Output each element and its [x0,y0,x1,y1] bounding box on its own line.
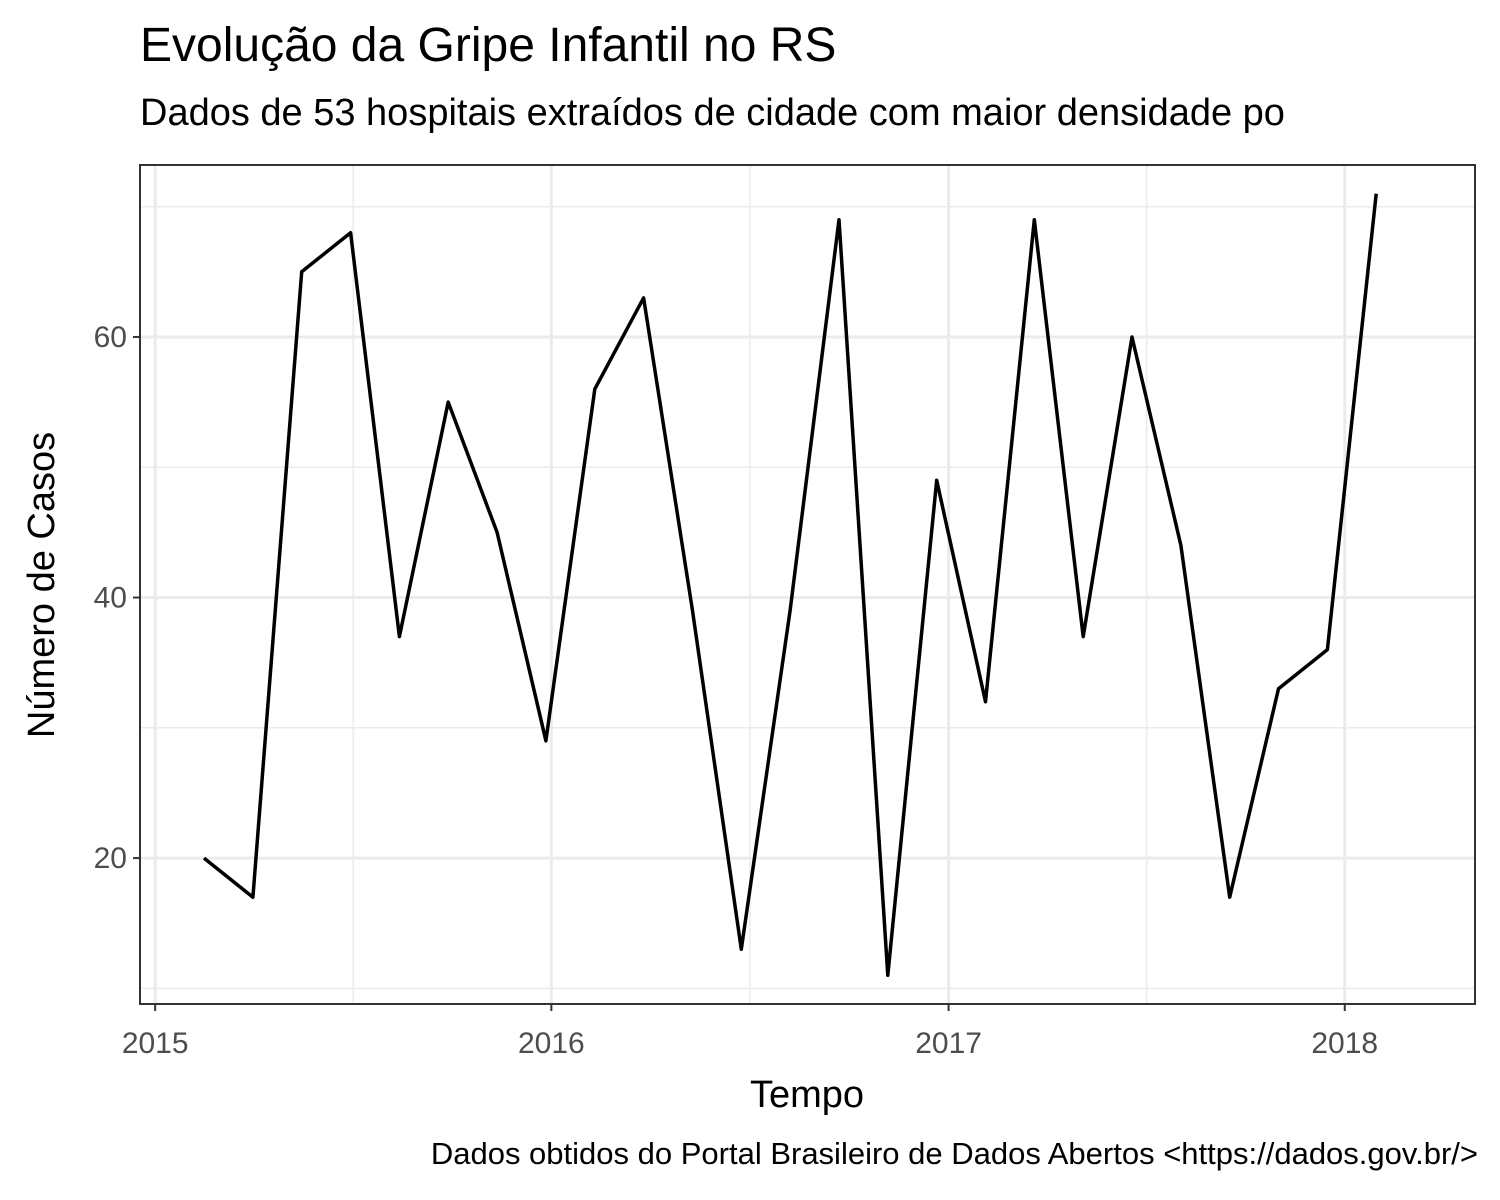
x-tick-label: 2016 [518,1027,585,1060]
plot-panel [140,165,1475,1004]
x-tick-label: 2017 [915,1027,982,1060]
y-tick-label: 20 [94,842,127,875]
axis-ticks: 20 40 60 2015 2016 2017 2018 [94,321,1379,1060]
x-axis-title: Tempo [750,1074,864,1116]
x-tick-label: 2018 [1311,1027,1378,1060]
chart-caption: Dados obtidos do Portal Brasileiro de Da… [430,1136,1478,1171]
plot-border [139,164,1476,1005]
x-tick-label: 2015 [122,1027,189,1060]
y-tick-label: 40 [94,582,127,615]
chart-title: Evolução da Gripe Infantil no RS [140,19,837,72]
series-line [202,193,1378,978]
chart-subtitle: Dados de 53 hospitais extraídos de cidad… [140,92,1285,134]
y-tick-label: 60 [94,321,127,354]
y-axis-title: Número de Casos [21,432,63,738]
grid-lines [140,165,1475,1004]
